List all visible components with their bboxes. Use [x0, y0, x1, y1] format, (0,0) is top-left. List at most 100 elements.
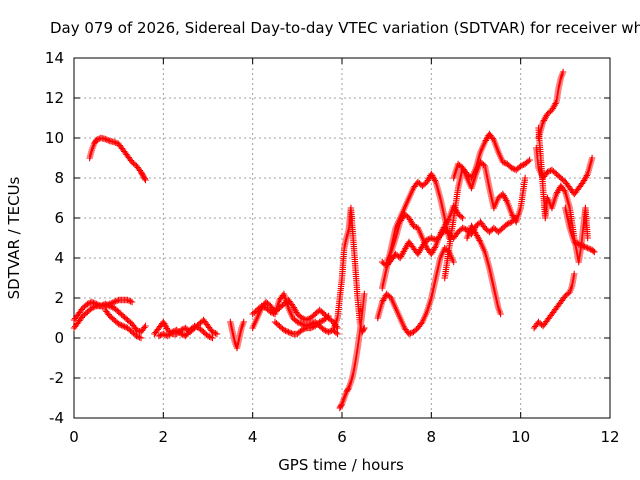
data-point — [517, 162, 524, 170]
y-tick-label: 12 — [45, 89, 64, 107]
data-point — [268, 309, 276, 316]
data-point — [160, 330, 167, 338]
data-point — [298, 314, 305, 322]
grid-layer — [74, 58, 610, 418]
data-point — [124, 296, 131, 304]
data-point — [591, 248, 598, 256]
data-point — [94, 136, 102, 143]
data-point — [572, 239, 579, 246]
data-point — [142, 322, 149, 330]
data-point — [209, 334, 216, 342]
data-point — [192, 323, 200, 330]
data-point — [297, 320, 304, 327]
data-point — [325, 312, 332, 320]
data-point — [210, 329, 218, 336]
x-tick-label: 4 — [248, 428, 258, 446]
data-point — [301, 325, 308, 332]
data-point — [407, 330, 414, 337]
data-point — [209, 328, 216, 336]
tick-layer: 0 2 4 6 8 10 12 -4 -2 0 2 4 6 8 10 12 14 — [45, 49, 620, 446]
x-axis-label: GPS time / hours — [278, 456, 404, 474]
data-point — [111, 298, 118, 306]
data-point — [212, 330, 219, 337]
data-point — [141, 324, 148, 331]
data-points — [70, 68, 598, 412]
data-point — [85, 300, 93, 307]
series-arc-mid-b — [155, 322, 216, 342]
data-point — [559, 68, 567, 76]
y-tick-label: 0 — [54, 329, 64, 347]
x-tick-label: 2 — [159, 428, 169, 446]
data-point — [84, 300, 91, 308]
data-point — [460, 225, 468, 232]
x-tick-label: 12 — [600, 428, 619, 446]
data-point — [163, 332, 170, 339]
data-point — [457, 213, 465, 220]
data-point — [578, 242, 585, 249]
data-point — [285, 328, 292, 336]
data-point — [309, 324, 316, 331]
data-point — [90, 304, 97, 311]
data-point — [88, 304, 96, 312]
data-point — [103, 302, 110, 309]
y-tick-label: 14 — [45, 49, 64, 67]
data-point — [133, 332, 140, 340]
data-point — [588, 154, 596, 162]
data-point — [590, 247, 597, 255]
data-point — [112, 139, 119, 146]
y-tick-label: -4 — [49, 409, 64, 427]
data-point — [295, 319, 303, 326]
data-point — [141, 175, 148, 182]
data-point — [288, 330, 295, 337]
data-point — [459, 224, 466, 232]
x-tick-label: 8 — [427, 428, 437, 446]
data-point — [521, 174, 529, 182]
data-point — [91, 303, 99, 310]
data-point — [497, 310, 504, 318]
data-point — [115, 320, 122, 328]
data-point — [105, 301, 112, 308]
series-arc-11h-e — [562, 204, 598, 256]
data-point — [518, 162, 526, 169]
data-point — [142, 176, 149, 184]
y-tick-label: 2 — [54, 289, 64, 307]
data-point — [547, 167, 554, 174]
data-point — [323, 314, 331, 321]
data-point — [574, 240, 581, 247]
data-point — [207, 334, 215, 341]
data-point — [240, 318, 247, 326]
data-point — [294, 318, 301, 326]
data-point — [410, 222, 417, 230]
data-point — [459, 214, 466, 222]
data-point — [102, 135, 109, 143]
series-arc-early-high — [86, 134, 149, 184]
data-point — [405, 330, 413, 338]
x-tick-label: 6 — [337, 428, 347, 446]
data-point — [172, 327, 179, 334]
data-point — [125, 297, 133, 304]
data-point — [105, 137, 112, 144]
data-point — [338, 402, 345, 409]
data-point — [258, 302, 265, 310]
data-point — [320, 326, 328, 334]
series-arc-7.5h-d — [383, 202, 466, 266]
data-point — [526, 156, 533, 164]
series-arc-10.5h-c — [535, 124, 591, 266]
data-point — [544, 168, 551, 176]
data-point — [113, 297, 121, 304]
data-point — [136, 334, 143, 341]
data-point — [300, 315, 307, 322]
data-point — [298, 320, 305, 328]
data-point — [334, 330, 341, 338]
data-point — [106, 300, 113, 308]
data-point — [283, 328, 291, 335]
data-point — [169, 328, 176, 336]
data-point — [565, 290, 572, 297]
data-point — [504, 220, 511, 228]
data-point — [157, 332, 164, 339]
data-point — [121, 323, 128, 330]
series-arc-10.5h-d — [530, 270, 578, 332]
data-point — [109, 299, 116, 306]
data-point — [119, 322, 127, 330]
data-point — [180, 325, 188, 332]
